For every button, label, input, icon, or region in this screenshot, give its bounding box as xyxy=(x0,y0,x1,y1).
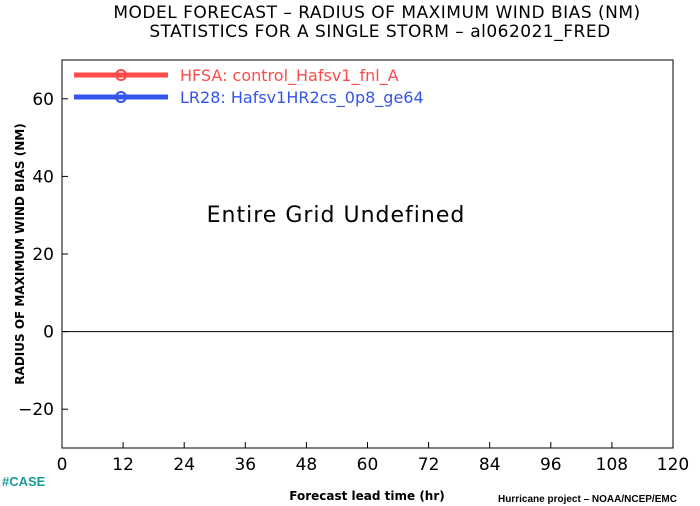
y-axis: −20 0 20 40 60 xyxy=(18,90,68,420)
y-tick-label: −20 xyxy=(18,400,54,420)
x-axis-label: Forecast lead time (hr) xyxy=(289,489,445,503)
x-tick-label: 96 xyxy=(540,455,562,475)
x-tick-label: 36 xyxy=(234,455,256,475)
x-tick-label: 0 xyxy=(57,455,68,475)
x-tick-label: 84 xyxy=(479,455,501,475)
y-axis-label: RADIUS OF MAXIMUM WIND BIAS (NM) xyxy=(13,123,27,384)
x-axis: 0 12 24 36 48 60 72 84 96 108 120 xyxy=(57,442,689,475)
x-tick-label: 12 xyxy=(112,455,134,475)
x-tick-label: 60 xyxy=(357,455,379,475)
x-tick-label: 120 xyxy=(657,455,689,475)
legend-label-0: HFSA: control_Hafsv1_fnl_A xyxy=(180,66,399,86)
x-tick-label: 48 xyxy=(296,455,318,475)
legend-marker-0 xyxy=(115,69,127,81)
credit-text: Hurricane project – NOAA/NCEP/EMC xyxy=(498,494,677,505)
x-tick-label: 108 xyxy=(596,455,628,475)
y-tick-label: 0 xyxy=(43,323,54,343)
y-tick-label: 20 xyxy=(32,245,54,265)
plot-frame xyxy=(61,59,674,449)
x-tick-label: 72 xyxy=(418,455,440,475)
undefined-grid-annotation: Entire Grid Undefined xyxy=(207,203,466,228)
chart-title: MODEL FORECAST – RADIUS OF MAXIMUM WIND … xyxy=(113,3,640,23)
case-label: #CASE xyxy=(2,474,46,489)
y-tick-label: 60 xyxy=(32,90,54,110)
y-tick-label: 40 xyxy=(32,167,54,187)
chart-subtitle: STATISTICS FOR A SINGLE STORM – al062021… xyxy=(149,22,610,42)
x-tick-label: 24 xyxy=(173,455,195,475)
legend-marker-1 xyxy=(115,91,127,103)
legend-label-1: LR28: Hafsv1HR2cs_0p8_ge64 xyxy=(180,88,424,108)
